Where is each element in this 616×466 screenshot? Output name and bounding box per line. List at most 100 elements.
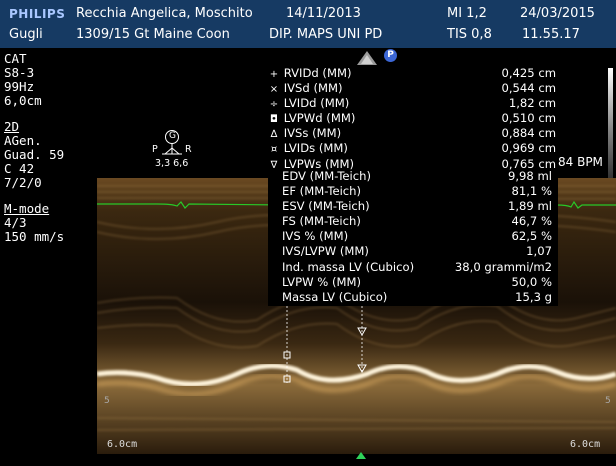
calculation-value: 46,7 % <box>511 214 552 229</box>
gain-label: Guad. 59 <box>4 147 65 162</box>
calculation-value: 50,0 % <box>511 274 552 289</box>
calculation-value: 15,3 g <box>515 289 552 304</box>
measurement-value: 0,510 cm <box>501 111 556 126</box>
focus-label-r: R <box>185 144 192 155</box>
calculation-label: EDV (MM-Teich) <box>282 169 372 183</box>
measurement-label: ∆ IVSs (MM) <box>268 126 342 142</box>
measurement-row: ◘ LVPWd (MM) 0,510 cm <box>268 111 556 126</box>
probe-label: S8-3 <box>4 65 35 80</box>
grayscale-bar <box>608 68 613 188</box>
calculation-row: IVS % (MM) 62,5 % <box>282 229 552 244</box>
calculation-row: IVS/LVPW (MM) 1,07 <box>282 244 552 259</box>
measurement-label: ÷ LVIDd (MM) <box>268 96 349 112</box>
measurement-value: 0,765 cm <box>501 156 556 171</box>
calculation-row: ESV (MM-Teich) 1,89 ml <box>282 199 552 214</box>
calculation-value: 62,5 % <box>511 229 552 244</box>
measurement-value: 0,544 cm <box>501 81 556 96</box>
depth-tick-left: 5 <box>104 396 110 406</box>
patient-id: 1309/15 Gt Maine Coon <box>76 27 230 42</box>
mode-2d-label: 2D <box>4 119 20 134</box>
preset-label: CAT <box>4 51 27 66</box>
calculation-value: 1,07 <box>526 244 552 259</box>
persistence-label: 7/2/0 <box>4 175 42 190</box>
calculation-row: EF (MM-Teich) 81,1 % <box>282 184 552 199</box>
exam-date: 14/11/2013 <box>286 6 361 21</box>
calculation-row: FS (MM-Teich) 46,7 % <box>282 214 552 229</box>
calculation-value: 9,98 ml <box>507 169 552 183</box>
calculation-row: Ind. massa LV (Cubico) 38,0 grammi/m2 <box>282 260 552 275</box>
calculation-label: FS (MM-Teich) <box>282 214 361 229</box>
measurement-symbol: + <box>269 69 279 80</box>
calculation-label: ESV (MM-Teich) <box>282 199 370 214</box>
calculation-value: 1,89 ml <box>507 199 552 214</box>
calc-overlay-bg <box>268 169 558 306</box>
tis-index: TIS 0,8 <box>447 27 492 42</box>
measurement-label: × IVSd (MM) <box>268 81 343 97</box>
depth-tick-right: 5 <box>605 396 611 406</box>
settings-panel: CAT S8-3 99Hz 6,0cm 2D AGen. Guad. 59 C … <box>4 52 99 244</box>
probe-orientation-icon <box>357 51 377 65</box>
calculation-label: LVPW % (MM) <box>282 274 362 289</box>
header-bar: PHILIPS Recchia Angelica, Moschito 14/11… <box>0 0 616 48</box>
heart-rate: 84 BPM <box>558 155 603 169</box>
calculation-label: IVS % (MM) <box>282 229 349 244</box>
frame-rate: 99Hz <box>4 79 35 94</box>
calculation-label: Massa LV (Cubico) <box>282 289 388 304</box>
measurement-value: 1,82 cm <box>508 96 556 111</box>
compression-label: C 42 <box>4 161 35 176</box>
measurement-label: ¤ LVIDs (MM) <box>268 141 348 157</box>
measurement-symbol: ∆ <box>270 129 278 141</box>
depth-label-left: 6.0cm <box>107 439 138 450</box>
calculation-row: LVPW % (MM) 50,0 % <box>282 275 552 290</box>
measurement-row: ∆ IVSs (MM) 0,884 cm <box>268 126 556 141</box>
calculation-value: 38,0 grammi/m2 <box>454 259 552 274</box>
current-date: 24/03/2015 <box>520 6 595 21</box>
measurement-value: 0,425 cm <box>501 66 556 80</box>
caliper-lvpws[interactable] <box>357 364 367 374</box>
measurement-row: ¤ LVIDs (MM) 0,969 cm <box>268 141 556 156</box>
mode-m-label: M-mode <box>4 201 50 216</box>
header-row-1: PHILIPS Recchia Angelica, Moschito 14/11… <box>0 4 616 24</box>
measurement-symbol: ∇ <box>270 159 278 171</box>
measurement-symbol: ◘ <box>270 114 278 126</box>
header-row-2: Gugli 1309/15 Gt Maine Coon DIP. MAPS UN… <box>0 25 616 45</box>
measurement-value: 0,884 cm <box>501 126 556 141</box>
probe-badge: P <box>384 49 397 62</box>
caliper-lvpwd[interactable] <box>283 351 291 359</box>
focus-indicator: G P R 3,3 6,6 <box>150 128 200 172</box>
calculation-value: 81,1 % <box>511 184 552 199</box>
measurements-list: + RVIDd (MM) 0,425 cm × IVSd (MM) 0,544 cm ÷… <box>268 66 556 172</box>
mi-index: MI 1,2 <box>447 6 487 21</box>
measurement-symbol: × <box>269 84 279 96</box>
measurement-label: ◘ LVPWd (MM) <box>268 111 355 127</box>
measurement-row: × IVSd (MM) 0,544 cm <box>268 81 556 96</box>
measurement-label: ∇ LVPWs (MM) <box>268 157 354 173</box>
patient-name: Recchia Angelica, Moschito <box>76 6 253 21</box>
measurement-row: ÷ LVIDd (MM) 1,82 cm <box>268 96 556 111</box>
calculation-row: EDV (MM-Teich) 9,98 ml <box>282 169 552 184</box>
brand-logo: PHILIPS <box>9 7 66 21</box>
measurement-row: ∇ LVPWs (MM) 0,765 cm <box>268 157 556 172</box>
current-time: 11.55.17 <box>522 27 580 42</box>
focus-values: 3,3 6,6 <box>155 158 189 169</box>
caliper-lvidd[interactable] <box>283 375 291 383</box>
depth-label-right: 6.0cm <box>570 439 601 450</box>
m-ratio-label: 4/3 <box>4 215 27 230</box>
calculation-label: IVS/LVPW (MM) <box>282 244 369 259</box>
caliper-ivss[interactable] <box>357 327 367 337</box>
m-line-marker[interactable] <box>356 452 366 459</box>
calculation-label: EF (MM-Teich) <box>282 184 362 199</box>
measurement-symbol: ÷ <box>269 99 279 111</box>
depth-setting: 6,0cm <box>4 93 42 108</box>
measurement-label: + RVIDd (MM) <box>268 66 352 82</box>
institution: DIP. MAPS UNI PD <box>269 27 383 42</box>
agen-label: AGen. <box>4 133 42 148</box>
focus-icon <box>162 130 182 155</box>
measurement-symbol: ¤ <box>270 144 278 156</box>
focus-label-g: G <box>169 131 176 141</box>
sweep-speed: 150 mm/s <box>4 229 65 244</box>
focus-label-p: P <box>152 144 158 155</box>
calculation-label: Ind. massa LV (Cubico) <box>282 259 415 274</box>
calculations-list: EDV (MM-Teich) 9,98 ml EF (MM-Teich) 81,1 %… <box>282 169 552 305</box>
operator: Gugli <box>9 27 43 42</box>
